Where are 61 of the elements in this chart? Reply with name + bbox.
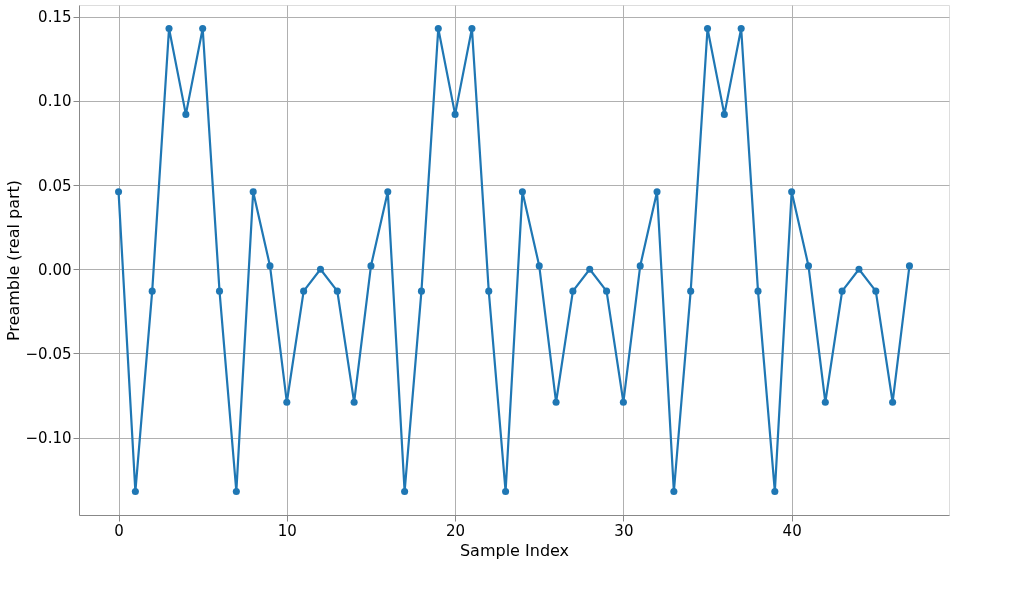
point [821, 398, 829, 406]
point [215, 287, 224, 295]
y-axis-title: Preamble (real part) [3, 179, 23, 342]
point [367, 262, 375, 270]
point [333, 287, 341, 295]
x-tick-label: 0 [114, 521, 124, 540]
y-tick-label: 0.15 [38, 8, 72, 27]
point [754, 287, 762, 295]
point [434, 25, 442, 33]
point [703, 25, 712, 33]
y-tick-label: −0.05 [25, 344, 72, 363]
point [283, 398, 291, 406]
x-tick-label: 30 [614, 521, 634, 540]
point [636, 262, 644, 270]
point [165, 25, 173, 33]
point [485, 287, 493, 295]
point [535, 262, 543, 270]
point [804, 262, 813, 270]
point [401, 487, 409, 495]
point [855, 265, 863, 273]
point [518, 188, 526, 196]
point [199, 25, 207, 33]
point [502, 487, 510, 495]
point [131, 487, 139, 495]
point [788, 188, 796, 196]
point [872, 287, 880, 295]
point [115, 188, 123, 196]
point [619, 398, 627, 406]
point [232, 487, 240, 495]
point [417, 287, 425, 295]
x-tick-label: 10 [277, 521, 297, 540]
point [148, 287, 156, 295]
point [451, 110, 459, 118]
point [569, 287, 577, 295]
point [586, 265, 594, 273]
point [350, 398, 358, 406]
point [300, 287, 308, 295]
y-tick-label: −0.10 [25, 429, 72, 448]
point [838, 287, 846, 295]
point [468, 25, 476, 33]
point [266, 262, 274, 270]
y-tick-label: 0.05 [38, 176, 72, 195]
point [316, 265, 325, 273]
point [771, 487, 779, 495]
point [552, 398, 560, 406]
point [182, 110, 190, 118]
y-tick-label: 0.00 [38, 260, 72, 279]
point [687, 287, 695, 295]
point [384, 188, 392, 196]
y-tick-label: 0.10 [38, 92, 72, 111]
point [905, 262, 913, 270]
point [737, 25, 745, 33]
point [249, 188, 257, 196]
point [670, 487, 678, 495]
point [653, 188, 661, 196]
point [889, 398, 897, 406]
x-axis-title: Sample Index [459, 540, 570, 560]
x-tick-label: 40 [782, 521, 802, 540]
x-tick-label: 20 [446, 521, 466, 540]
point [603, 287, 611, 295]
point [720, 110, 728, 118]
